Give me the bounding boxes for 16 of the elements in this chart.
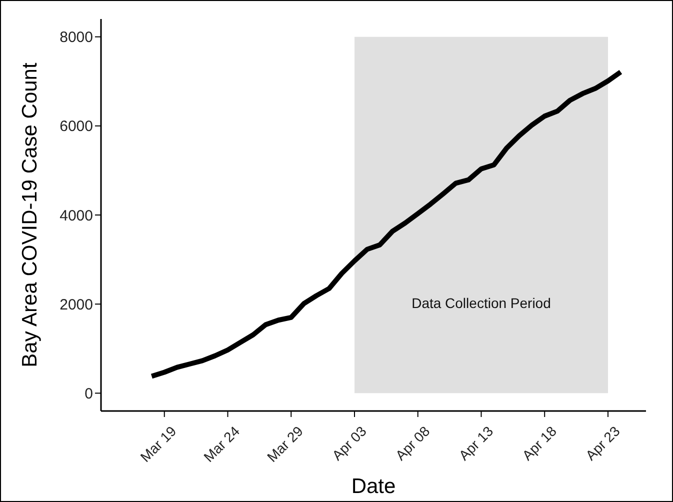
x-tick-label: Apr 03 xyxy=(329,423,370,464)
y-tick-label: 8000 xyxy=(60,29,93,46)
x-tick-label: Apr 08 xyxy=(392,423,434,464)
x-tick-label: Mar 19 xyxy=(137,423,180,466)
y-tick-label: 2000 xyxy=(60,296,93,314)
x-tick-label: Apr 13 xyxy=(456,423,497,464)
x-tick-label: Apr 23 xyxy=(582,423,624,464)
x-tick-label: Mar 29 xyxy=(264,423,306,466)
band-label: Data Collection Period xyxy=(412,294,551,311)
x-tick-label: Mar 24 xyxy=(200,423,244,466)
x-tick-label: Apr 18 xyxy=(519,423,560,464)
y-tick-label: 0 xyxy=(84,386,93,403)
y-tick-label: 4000 xyxy=(60,207,93,224)
y-tick-label: 6000 xyxy=(60,118,93,136)
y-axis-title: Bay Area COVID-19 Case Count xyxy=(18,62,42,368)
x-axis-title: Date xyxy=(351,475,396,498)
